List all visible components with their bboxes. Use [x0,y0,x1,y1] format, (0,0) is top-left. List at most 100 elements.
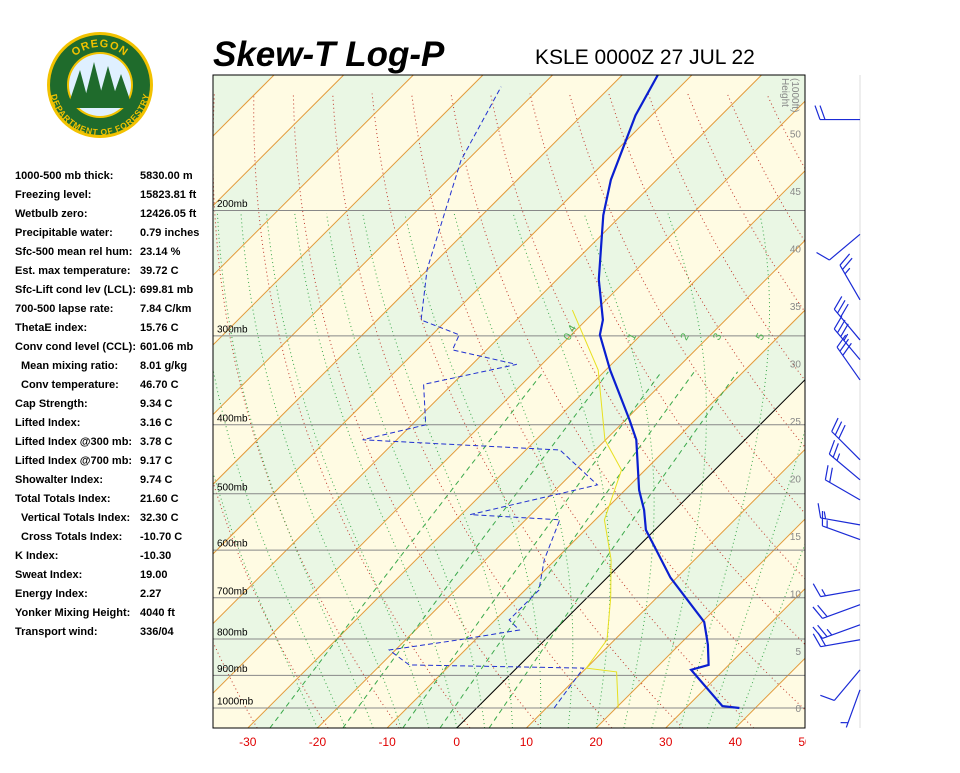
pressure-label: 700mb [217,586,248,597]
wind-barb [829,440,860,480]
pressure-label: 600mb [217,539,248,550]
stat-label: Conv cond level (CCL): [15,341,136,353]
stat-label: Yonker Mixing Height: [15,607,130,619]
wind-barb [841,690,860,728]
stat-label: Cap Strength: [15,398,88,410]
wind-barb [840,254,860,300]
stat-label: Vertical Totals Index: [21,512,130,524]
stat-value: 23.14 % [140,246,181,258]
stat-value: 3.78 C [140,436,172,448]
pressure-label: 800mb [217,628,248,639]
wind-barb [834,316,860,359]
stat-label: ThetaE index: [15,322,87,334]
stat-value: 2.27 [140,588,161,600]
stat-value: 5830.00 m [140,170,193,182]
pressure-label: 300mb [217,324,248,335]
height-label: 10 [790,589,802,600]
stat-label: K Index: [15,550,58,562]
stat-label: Lifted Index: [15,417,80,429]
stat-label: 700-500 lapse rate: [15,303,113,315]
chart-subtitle: KSLE 0000Z 27 JUL 22 [535,46,755,69]
stat-value: 46.70 C [140,379,179,391]
height-label: 35 [790,302,802,313]
stat-label: Lifted Index @700 mb: [15,455,132,467]
stat-label: Sweat Index: [15,569,82,581]
pressure-label: 500mb [217,482,248,493]
isotherm [875,75,960,728]
stat-value: 9.34 C [140,398,172,410]
x-tick-label: -20 [309,735,327,749]
wind-barbs [813,75,860,728]
x-tick-label: 40 [729,735,743,749]
stat-value: 9.17 C [140,455,172,467]
wind-barb [818,503,860,525]
x-tick-label: 20 [589,735,603,749]
stat-value: 15.76 C [140,322,179,334]
stat-label: 1000-500 mb thick: [15,170,113,182]
stat-value: 9.74 C [140,474,172,486]
dry-adiabat [885,94,960,728]
stat-value: 21.60 C [140,493,179,505]
wind-barb [822,511,860,540]
height-label: 25 [790,417,802,428]
height-label: 30 [790,359,802,370]
stat-label: Sfc-Lift cond lev (LCL): [15,284,136,296]
wind-barb [825,465,860,500]
stat-label: Mean mixing ratio: [21,360,118,372]
wind-barb [815,106,860,120]
stat-value: 8.01 g/kg [140,360,187,372]
stat-label: Transport wind: [15,626,98,638]
dry-adiabat [924,94,960,728]
stat-value: 15823.81 ft [140,189,197,201]
pressure-label: 200mb [217,199,248,210]
height-label: 45 [790,187,802,198]
dry-adiabat [846,94,960,728]
chart-title: Skew-T Log-P [213,35,445,74]
stat-value: 699.81 mb [140,284,193,296]
stat-value: 3.16 C [140,417,172,429]
height-label: 15 [790,532,802,543]
x-tick-label: 30 [659,735,673,749]
stat-value: 19.00 [140,569,168,581]
logo: OREGON DEPARTMENT OF FORESTRY [47,32,153,138]
stat-label: Cross Totals Index: [21,531,122,543]
stat-value: 32.30 C [140,512,179,524]
stat-label: Lifted Index @300 mb: [15,436,132,448]
stat-value: 4040 ft [140,607,175,619]
height-label: 5 [795,647,801,658]
x-tick-label: -30 [239,735,257,749]
stat-value: 0.79 inches [140,227,199,239]
stat-value: -10.30 [140,550,171,562]
pressure-label: 400mb [217,413,248,424]
x-tick-label: 50 [798,735,812,749]
stat-value: 7.84 C/km [140,303,192,315]
stat-label: Est. max temperature: [15,265,131,277]
stat-value: 12426.05 ft [140,208,197,220]
stat-label: Sfc-500 mean rel hum: [15,246,132,258]
stat-label: Precipitable water: [15,227,113,239]
stat-label: Freezing level: [15,189,91,201]
stat-label: Total Totals Index: [15,493,111,505]
stat-label: Conv temperature: [21,379,119,391]
stat-value: 336/04 [140,626,175,638]
stat-label: Showalter Index: [15,474,103,486]
x-tick-label: -10 [378,735,396,749]
stat-value: -10.70 C [140,531,182,543]
stat-label: Wetbulb zero: [15,208,88,220]
height-label: 20 [790,474,802,485]
x-tick-label: 10 [520,735,534,749]
height-label: 40 [790,244,802,255]
height-label: 0 [795,704,801,715]
wind-barb [832,418,860,460]
x-axis: -30 -20 -10 0 10 20 30 40 50 [239,735,812,749]
wind-barb [817,234,860,260]
dry-adiabat [806,94,960,728]
stat-label: Energy Index: [15,588,88,600]
stats-table: 1000-500 mb thick: 5830.00 m Freezing leve… [15,170,199,638]
logo-ground [70,100,130,108]
x-tick-label: 0 [453,735,460,749]
pressure-label: 1000mb [217,697,254,708]
stat-value: 601.06 mb [140,341,193,353]
wind-barb [813,584,860,597]
